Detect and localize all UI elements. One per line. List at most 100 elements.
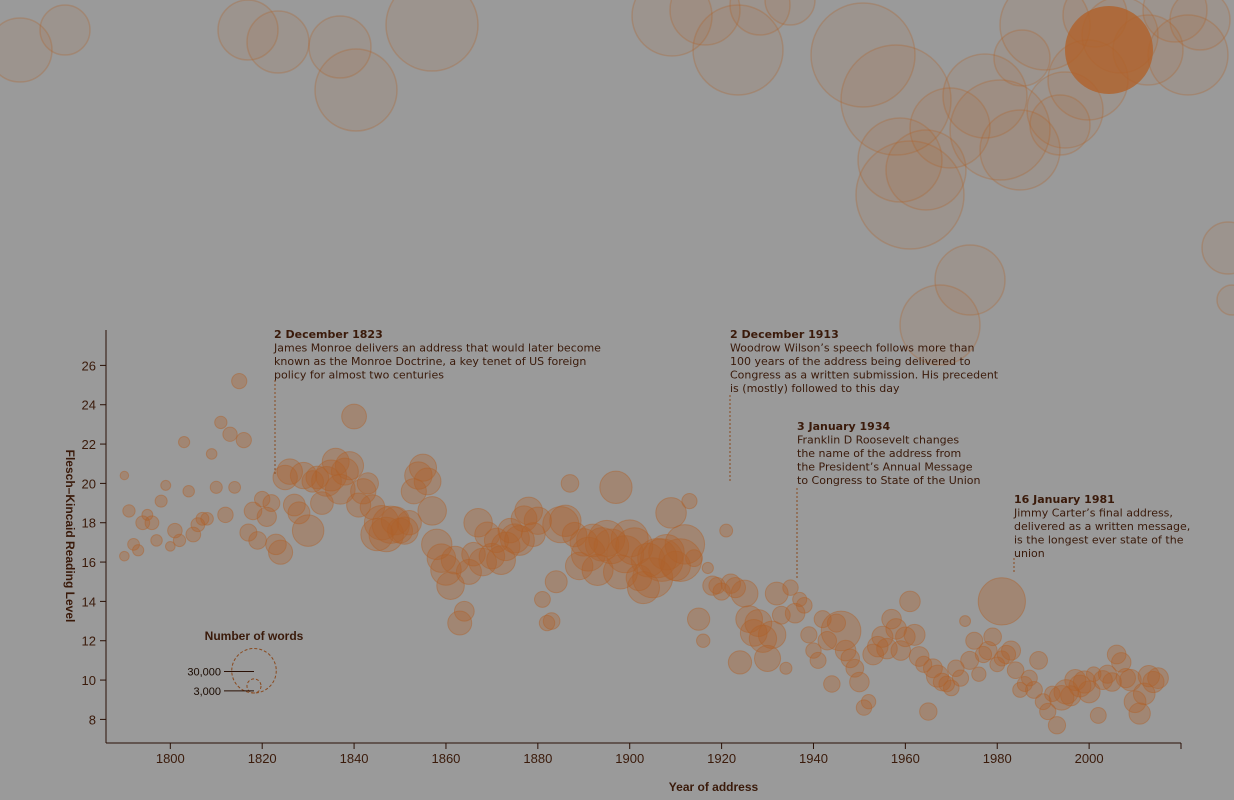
data-bubble[interactable] [890,640,912,661]
data-bubble[interactable] [977,577,1026,626]
data-bubble[interactable] [922,658,943,679]
data-bubble[interactable] [739,619,768,647]
data-bubble[interactable] [119,550,130,562]
data-bubble[interactable] [368,516,404,553]
data-bubble[interactable] [581,553,614,586]
data-bubble[interactable] [461,541,486,567]
data-bubble[interactable] [564,551,594,581]
data-bubble[interactable] [1097,664,1118,684]
data-bubble[interactable] [341,403,367,430]
data-bubble[interactable] [413,467,442,496]
data-bubble[interactable] [135,515,151,531]
data-bubble[interactable] [569,528,598,557]
data-bubble[interactable] [730,579,759,608]
data-bubble[interactable] [817,630,838,651]
data-bubble[interactable] [1137,664,1161,688]
data-bubble[interactable] [499,523,530,554]
data-bubble[interactable] [534,591,551,608]
data-bubble[interactable] [885,618,907,640]
data-bubble[interactable] [549,504,582,537]
data-bubble[interactable] [1115,667,1136,689]
data-bubble[interactable] [455,558,482,585]
data-bubble[interactable] [876,637,898,660]
data-bubble[interactable] [1044,685,1061,703]
data-bubble[interactable] [593,528,630,565]
data-bubble[interactable] [421,528,453,561]
data-bubble[interactable] [771,605,791,625]
data-bubble[interactable] [978,640,998,661]
data-bubble[interactable] [214,415,228,430]
data-bubble[interactable] [1132,682,1156,706]
data-bubble[interactable] [724,577,746,599]
data-bubble[interactable] [1000,640,1022,661]
data-bubble[interactable] [321,447,350,476]
data-bubble[interactable] [185,526,202,543]
data-bubble[interactable] [1053,679,1079,705]
data-bubble[interactable] [334,451,365,481]
data-bubble[interactable] [190,517,206,533]
data-bubble[interactable] [167,522,183,539]
data-bubble[interactable] [1092,670,1113,691]
data-bubble[interactable] [497,517,524,544]
data-bubble[interactable] [396,510,422,536]
data-bubble[interactable] [426,543,457,573]
data-bubble[interactable] [408,453,438,482]
data-bubble[interactable] [1060,685,1082,707]
data-bubble[interactable] [925,664,950,688]
data-bubble[interactable] [1039,702,1057,721]
data-bubble[interactable] [719,523,734,538]
data-bubble[interactable] [315,459,348,492]
data-bubble[interactable] [1128,702,1151,725]
data-bubble[interactable] [602,554,639,590]
data-bubble[interactable] [915,655,933,673]
data-bubble[interactable] [664,524,706,565]
data-bubble[interactable] [792,591,808,607]
data-bubble[interactable] [983,627,1002,647]
data-bubble[interactable] [182,485,195,498]
data-bubble[interactable] [514,496,543,526]
data-bubble[interactable] [324,473,356,505]
data-bubble[interactable] [809,651,827,669]
data-bubble[interactable] [561,521,588,548]
data-bubble[interactable] [330,457,359,486]
data-bubble[interactable] [141,508,154,521]
data-bubble[interactable] [228,480,242,494]
data-bubble[interactable] [757,620,787,650]
data-bubble[interactable] [1077,680,1101,704]
data-bubble[interactable] [660,550,691,582]
data-bubble[interactable] [404,461,433,490]
data-bubble[interactable] [1048,684,1075,711]
data-bubble[interactable] [256,506,277,527]
data-bubble[interactable] [938,675,956,693]
data-bubble[interactable] [971,666,987,682]
data-bubble[interactable] [908,646,930,667]
data-bubble[interactable] [311,466,342,497]
data-bubble[interactable] [287,501,311,525]
data-bubble[interactable] [782,579,799,596]
data-bubble[interactable] [363,504,400,541]
data-bubble[interactable] [400,478,427,505]
data-bubble[interactable] [845,658,865,678]
data-bubble[interactable] [834,639,857,662]
data-bubble[interactable] [1029,650,1048,670]
data-bubble[interactable] [359,494,386,520]
data-bubble[interactable] [942,679,960,697]
data-bubble[interactable] [360,517,394,552]
data-bubble[interactable] [560,474,580,493]
data-bubble[interactable] [122,504,136,518]
data-bubble[interactable] [144,515,160,531]
data-bubble[interactable] [764,581,789,606]
data-bubble[interactable] [268,539,294,565]
data-bubble[interactable] [1106,644,1127,665]
data-bubble[interactable] [648,533,685,571]
data-bubble[interactable] [919,702,938,721]
data-bubble[interactable] [1047,716,1067,735]
data-bubble[interactable] [205,448,218,460]
data-bubble[interactable] [748,624,778,653]
data-bubble[interactable] [1025,680,1043,699]
data-bubble[interactable] [272,464,298,491]
data-bubble[interactable] [282,493,306,517]
data-bubble[interactable] [813,610,832,629]
data-bubble[interactable] [1034,693,1052,711]
data-bubble[interactable] [1123,690,1147,714]
